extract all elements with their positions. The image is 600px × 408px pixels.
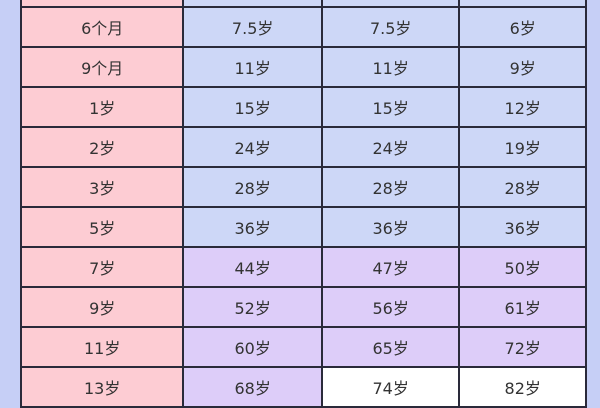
age-cell: 5岁	[19, 206, 185, 248]
table-row: 1岁 15岁 15岁 12岁	[19, 86, 587, 128]
value-cell: 15岁	[320, 86, 461, 128]
age-cell	[19, 0, 185, 8]
value-cell: 28岁	[458, 166, 587, 208]
value-cell: 7.5岁	[182, 6, 323, 48]
value-cell: 36岁	[320, 206, 461, 248]
age-cell: 9岁	[19, 286, 185, 328]
table-row: 9岁 52岁 56岁 61岁	[19, 286, 587, 328]
age-cell: 6个月	[19, 6, 185, 48]
value-cell: 15岁	[182, 86, 323, 128]
value-cell: 24岁	[182, 126, 323, 168]
value-cell: 7.5岁	[320, 6, 461, 48]
age-comparison-table: 6个月 7.5岁 7.5岁 6岁 9个月 11岁 11岁 9岁 1岁 15岁 15岁 12岁 2岁 24岁…	[19, 0, 587, 408]
value-cell: 50岁	[458, 246, 587, 288]
table-row: 7岁 44岁 47岁 50岁	[19, 246, 587, 288]
value-cell: 19岁	[458, 126, 587, 168]
value-cell	[458, 0, 587, 8]
value-cell: 28岁	[320, 166, 461, 208]
table-row: 2岁 24岁 24岁 19岁	[19, 126, 587, 168]
age-cell: 9个月	[19, 46, 185, 88]
table-row: 13岁 68岁 74岁 82岁	[19, 366, 587, 408]
table-row	[19, 0, 587, 8]
age-cell: 7岁	[19, 246, 185, 288]
value-cell: 44岁	[182, 246, 323, 288]
value-cell: 6岁	[458, 6, 587, 48]
value-cell: 11岁	[320, 46, 461, 88]
value-cell: 47岁	[320, 246, 461, 288]
value-cell: 72岁	[458, 326, 587, 368]
age-cell: 11岁	[19, 326, 185, 368]
value-cell	[320, 0, 461, 8]
value-cell: 12岁	[458, 86, 587, 128]
table-row: 5岁 36岁 36岁 36岁	[19, 206, 587, 248]
table-row: 11岁 60岁 65岁 72岁	[19, 326, 587, 368]
age-cell: 2岁	[19, 126, 185, 168]
age-cell: 3岁	[19, 166, 185, 208]
table-row: 3岁 28岁 28岁 28岁	[19, 166, 587, 208]
value-cell: 9岁	[458, 46, 587, 88]
value-cell: 11岁	[182, 46, 323, 88]
value-cell: 28岁	[182, 166, 323, 208]
value-cell: 74岁	[320, 366, 461, 408]
value-cell: 24岁	[320, 126, 461, 168]
value-cell: 60岁	[182, 326, 323, 368]
age-cell: 1岁	[19, 86, 185, 128]
value-cell: 65岁	[320, 326, 461, 368]
table-row: 9个月 11岁 11岁 9岁	[19, 46, 587, 88]
age-cell: 13岁	[19, 366, 185, 408]
value-cell: 68岁	[182, 366, 323, 408]
value-cell	[182, 0, 323, 8]
value-cell: 52岁	[182, 286, 323, 328]
value-cell: 36岁	[458, 206, 587, 248]
table-row: 6个月 7.5岁 7.5岁 6岁	[19, 6, 587, 48]
value-cell: 61岁	[458, 286, 587, 328]
value-cell: 82岁	[458, 366, 587, 408]
value-cell: 36岁	[182, 206, 323, 248]
value-cell: 56岁	[320, 286, 461, 328]
